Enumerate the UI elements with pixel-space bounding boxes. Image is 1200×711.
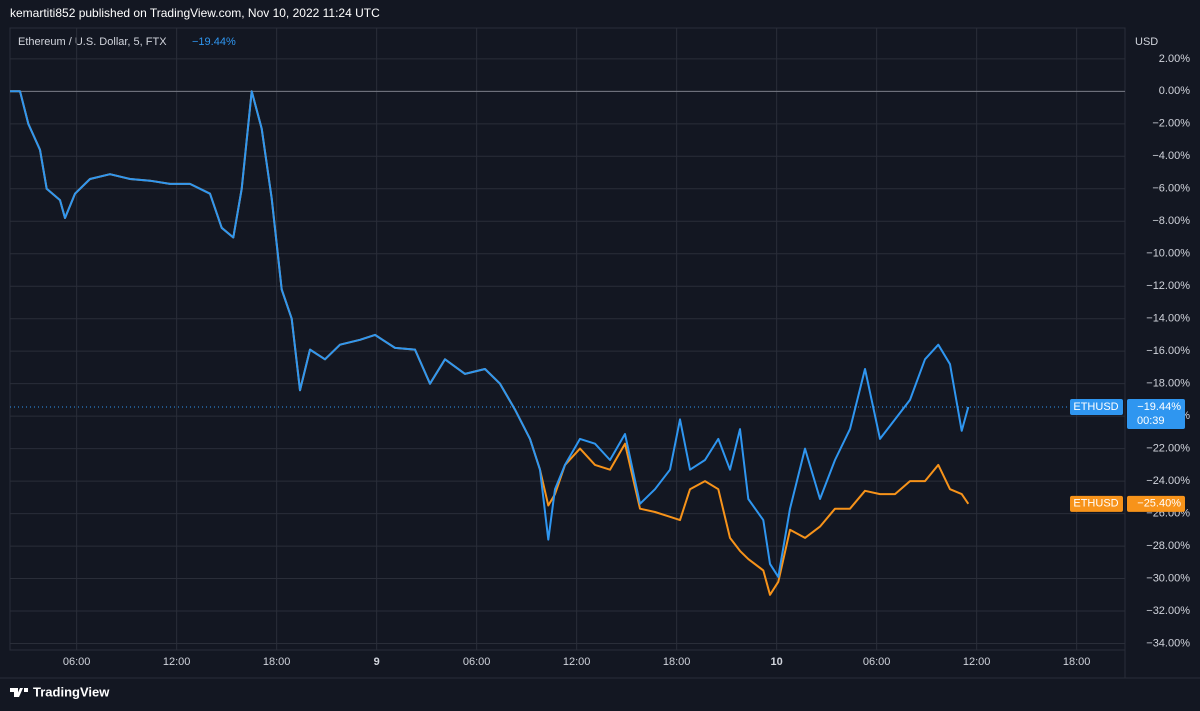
- y-tick-label: −2.00%: [1152, 118, 1190, 130]
- y-tick-label: −8.00%: [1152, 215, 1190, 227]
- y-tick-label: 0.00%: [1159, 85, 1190, 97]
- x-tick-label: 9: [374, 656, 380, 668]
- y-axis-label: USD: [1135, 36, 1158, 48]
- y-tick-label: −14.00%: [1146, 313, 1190, 325]
- price-tag-label: −19.44%: [1137, 401, 1181, 413]
- legend-change: −19.44%: [192, 36, 236, 48]
- publish-info: kemartiti852 published on TradingView.co…: [10, 6, 380, 20]
- x-tick-label: 06:00: [863, 656, 891, 668]
- y-tick-label: −16.00%: [1146, 345, 1190, 357]
- x-tick-label: 18:00: [663, 656, 691, 668]
- symbol-tag-label: ETHUSD: [1073, 498, 1118, 510]
- symbol-tag-label: ETHUSD: [1073, 401, 1118, 413]
- y-tick-label: −24.00%: [1146, 475, 1190, 487]
- y-tick-label: −32.00%: [1146, 605, 1190, 617]
- x-tick-label: 12:00: [163, 656, 191, 668]
- y-tick-label: −28.00%: [1146, 540, 1190, 552]
- y-tick-label: −6.00%: [1152, 183, 1190, 195]
- y-tick-label: −12.00%: [1146, 280, 1190, 292]
- plot-area: [9, 27, 1126, 651]
- footer-logo: [10, 688, 28, 697]
- y-tick-label: −34.00%: [1146, 637, 1190, 649]
- price-tag-label: −25.40%: [1137, 498, 1181, 510]
- footer-brand: TradingView: [33, 684, 110, 699]
- x-tick-label: 12:00: [563, 656, 591, 668]
- x-tick-label: 06:00: [463, 656, 491, 668]
- x-tick-label: 10: [771, 656, 783, 668]
- symbol-tag: [1070, 399, 1123, 416]
- countdown-label: 00:39: [1137, 415, 1165, 427]
- x-tick-label: 18:00: [263, 656, 291, 668]
- symbol-description: Ethereum / U.S. Dollar, 5, FTX: [18, 36, 167, 48]
- y-tick-label: −10.00%: [1146, 248, 1190, 260]
- y-tick-label: −30.00%: [1146, 572, 1190, 584]
- price-tag: [1127, 495, 1185, 512]
- symbol-tag: [1070, 495, 1123, 512]
- y-tick-label: −4.00%: [1152, 150, 1190, 162]
- x-tick-label: 06:00: [63, 656, 91, 668]
- x-tick-label: 12:00: [963, 656, 991, 668]
- x-tick-label: 18:00: [1063, 656, 1091, 668]
- y-tick-label: 2.00%: [1159, 53, 1190, 65]
- price-line: [10, 90, 970, 578]
- y-tick-label: −22.00%: [1146, 443, 1190, 455]
- y-tick-label: −18.00%: [1146, 378, 1190, 390]
- price-tag: [1127, 399, 1185, 430]
